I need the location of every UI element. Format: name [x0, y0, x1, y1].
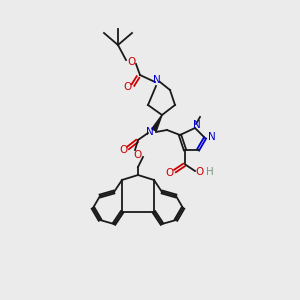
Text: O: O	[119, 145, 127, 155]
Text: O: O	[196, 167, 204, 177]
Text: O: O	[166, 168, 174, 178]
Text: O: O	[128, 57, 136, 67]
Text: O: O	[133, 150, 141, 160]
Text: N: N	[153, 75, 161, 85]
Text: N: N	[208, 132, 216, 142]
Text: N: N	[146, 127, 154, 137]
Text: H: H	[206, 167, 214, 177]
Text: O: O	[124, 82, 132, 92]
Text: N: N	[193, 120, 201, 130]
Polygon shape	[152, 115, 162, 131]
